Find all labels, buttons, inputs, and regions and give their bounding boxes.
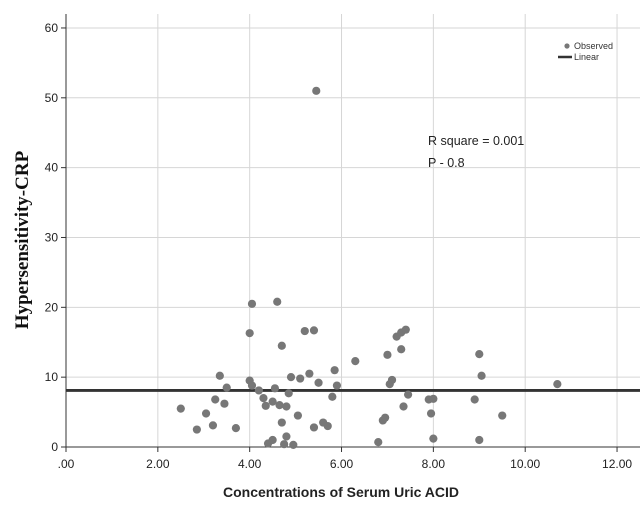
data-point xyxy=(176,404,185,413)
annotation-r-square: R square = 0.001 xyxy=(428,134,524,148)
y-tick-label: 20 xyxy=(45,300,59,314)
data-point xyxy=(259,394,268,403)
data-point xyxy=(284,389,293,398)
data-point xyxy=(387,375,397,385)
data-point xyxy=(374,438,383,447)
data-point xyxy=(401,325,410,334)
data-point xyxy=(314,378,323,387)
y-tick-label: 50 xyxy=(45,91,59,105)
data-point xyxy=(270,384,280,393)
y-tick-label: 40 xyxy=(45,161,59,175)
data-point xyxy=(332,381,342,390)
observed-points xyxy=(176,86,562,450)
data-point xyxy=(383,350,392,359)
data-point xyxy=(247,381,257,390)
x-tick-label: 12.00 xyxy=(602,457,632,471)
x-tick-label: 10.00 xyxy=(510,457,540,471)
data-point xyxy=(280,440,289,449)
y-tick-label: 10 xyxy=(45,370,59,384)
x-tick-label: 2.00 xyxy=(146,457,170,471)
data-point xyxy=(296,374,305,383)
data-point xyxy=(381,413,390,422)
x-tick-label: 6.00 xyxy=(330,457,354,471)
y-axis-label: Hypersensitivity-CRP xyxy=(12,150,33,329)
data-point xyxy=(277,418,286,427)
data-point xyxy=(309,423,319,432)
data-point xyxy=(305,369,314,378)
x-tick-label: 4.00 xyxy=(238,457,262,471)
legend-label-linear: Linear xyxy=(574,52,599,62)
axes xyxy=(61,14,640,452)
x-tick-label: .00 xyxy=(58,457,75,471)
data-point xyxy=(286,373,296,382)
data-point xyxy=(282,432,291,441)
data-point xyxy=(293,411,302,420)
data-point xyxy=(323,421,332,431)
data-point xyxy=(312,86,321,95)
x-axis-label: Concentrations of Serum Uric ACID xyxy=(223,484,459,500)
annotation-p-value: P - 0.8 xyxy=(428,156,465,170)
legend-marker-observed xyxy=(564,43,570,49)
y-tick-labels: 0 10 20 30 40 50 60 xyxy=(45,21,59,454)
data-point xyxy=(477,371,486,380)
data-point xyxy=(289,440,298,450)
data-point xyxy=(429,394,438,403)
data-point xyxy=(208,421,218,430)
data-point xyxy=(330,366,339,375)
data-point xyxy=(231,424,241,433)
data-point xyxy=(222,383,231,392)
data-point xyxy=(261,401,270,410)
data-point xyxy=(275,400,284,410)
legend-label-observed: Observed xyxy=(574,41,613,51)
data-point xyxy=(553,380,562,389)
y-tick-label: 0 xyxy=(51,440,58,454)
data-point xyxy=(351,356,360,366)
y-tick-label: 30 xyxy=(45,230,59,244)
data-point xyxy=(300,326,309,336)
data-point xyxy=(273,297,282,306)
data-point xyxy=(277,341,286,350)
data-point xyxy=(254,386,263,395)
data-point xyxy=(268,397,277,406)
data-point xyxy=(245,329,254,338)
data-point xyxy=(475,435,484,445)
data-point xyxy=(397,345,406,354)
data-point xyxy=(268,435,277,445)
data-point xyxy=(211,395,220,404)
data-point xyxy=(201,409,211,418)
legend: Observed Linear xyxy=(558,41,613,62)
data-point xyxy=(247,299,257,308)
x-tick-labels: .00 2.00 4.00 6.00 8.00 10.00 12.00 xyxy=(58,457,633,471)
data-point xyxy=(192,425,201,434)
data-point xyxy=(282,402,291,411)
data-point xyxy=(470,395,479,404)
data-point xyxy=(429,434,438,443)
data-point xyxy=(426,409,436,418)
data-point xyxy=(399,402,408,411)
grid xyxy=(66,14,640,447)
data-point xyxy=(309,326,319,335)
data-point xyxy=(475,350,484,359)
data-point xyxy=(328,392,337,401)
x-tick-label: 8.00 xyxy=(422,457,446,471)
data-point xyxy=(404,390,413,399)
data-point xyxy=(215,371,224,380)
data-point xyxy=(220,399,229,408)
data-point xyxy=(498,411,507,420)
y-tick-label: 60 xyxy=(45,21,59,35)
